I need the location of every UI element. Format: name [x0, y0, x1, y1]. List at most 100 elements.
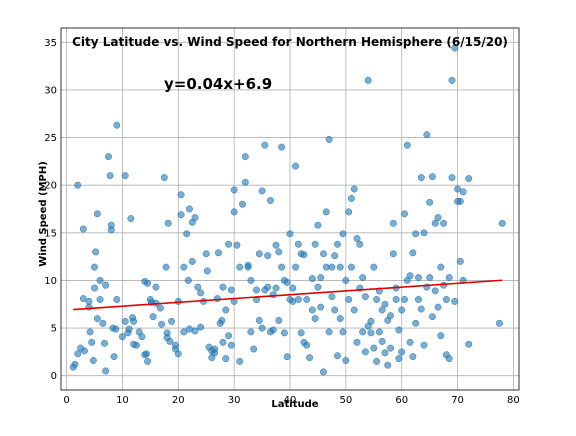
data-point	[107, 226, 115, 234]
data-point	[392, 296, 400, 303]
data-point	[203, 267, 211, 275]
data-point	[398, 348, 406, 356]
data-point	[428, 173, 436, 181]
data-point	[300, 251, 308, 259]
data-point	[445, 355, 453, 363]
data-point	[320, 368, 327, 376]
data-point	[269, 326, 277, 334]
data-point	[79, 225, 87, 233]
data-point	[168, 317, 176, 325]
data-point	[177, 191, 185, 199]
x-tick-label: 30	[228, 395, 241, 406]
data-point	[222, 306, 230, 314]
regression-line	[73, 279, 503, 311]
data-point	[96, 296, 104, 303]
data-point	[241, 153, 249, 161]
data-point	[456, 197, 464, 205]
x-axis-label: Latitude	[271, 399, 318, 410]
data-point	[406, 272, 414, 280]
data-point	[339, 328, 347, 336]
data-point	[465, 175, 473, 182]
data-point	[448, 76, 456, 84]
data-point	[378, 337, 386, 345]
data-point	[258, 324, 266, 332]
x-tick-label: 40	[284, 395, 297, 406]
data-point	[384, 361, 392, 369]
data-point	[423, 131, 431, 139]
data-point	[317, 303, 325, 311]
data-point	[454, 185, 462, 193]
data-point	[353, 338, 361, 346]
data-point	[331, 306, 339, 314]
data-point	[311, 240, 319, 248]
data-point	[345, 208, 353, 216]
data-point	[415, 274, 422, 282]
data-point	[152, 283, 160, 291]
data-point	[361, 293, 369, 301]
data-point	[420, 229, 428, 237]
data-point	[236, 357, 244, 365]
data-point	[188, 257, 196, 265]
data-point	[347, 263, 355, 271]
data-point	[227, 341, 235, 349]
y-tick-label: 15	[44, 228, 57, 239]
data-point	[275, 317, 283, 324]
data-point	[160, 174, 168, 182]
data-point	[303, 296, 311, 303]
data-point	[406, 338, 414, 346]
data-point	[431, 219, 439, 227]
data-point	[440, 219, 448, 227]
data-point	[121, 317, 129, 325]
data-point	[465, 340, 473, 348]
data-point	[255, 317, 263, 324]
data-point	[118, 333, 126, 341]
data-point	[322, 208, 330, 216]
data-point	[85, 297, 93, 305]
data-point	[437, 332, 445, 340]
data-point	[395, 355, 403, 363]
data-point	[434, 214, 442, 222]
data-point	[342, 276, 350, 284]
data-point	[409, 353, 417, 361]
data-point	[93, 315, 101, 323]
y-axis-label: Wind Speed (MPH)	[38, 161, 49, 267]
y-tick-label: 20	[44, 181, 57, 192]
data-point	[292, 162, 300, 170]
data-point	[144, 279, 152, 287]
data-point	[496, 319, 503, 327]
data-point	[184, 276, 192, 284]
data-point	[202, 250, 210, 258]
data-point	[125, 325, 133, 333]
data-point	[236, 263, 244, 271]
x-tick-label: 20	[172, 395, 185, 406]
data-point	[415, 296, 422, 303]
data-point	[359, 328, 367, 336]
data-point	[417, 174, 425, 182]
data-points	[69, 44, 506, 376]
x-tick-label: 50	[339, 395, 352, 406]
data-point	[149, 313, 157, 321]
x-tick-labels: 0 10 20 30 40 50 60 70 80	[63, 395, 519, 406]
data-point	[113, 296, 121, 303]
data-point	[325, 136, 333, 143]
data-point	[308, 275, 316, 282]
data-point	[225, 240, 233, 248]
data-point	[194, 283, 202, 291]
data-point	[261, 141, 269, 149]
data-point	[381, 300, 389, 308]
data-point	[375, 328, 383, 336]
data-point	[247, 328, 255, 336]
data-point	[294, 296, 302, 303]
regression-equation-annotation: y=0.04x+6.9	[164, 75, 272, 93]
data-point	[177, 211, 185, 219]
data-point	[127, 215, 135, 222]
data-point	[314, 221, 322, 229]
data-point	[164, 219, 172, 227]
data-point	[166, 337, 174, 345]
data-point	[132, 341, 140, 349]
y-tick-label: 30	[44, 85, 57, 96]
data-point	[91, 263, 98, 271]
data-point	[156, 304, 164, 312]
data-point	[227, 286, 235, 294]
